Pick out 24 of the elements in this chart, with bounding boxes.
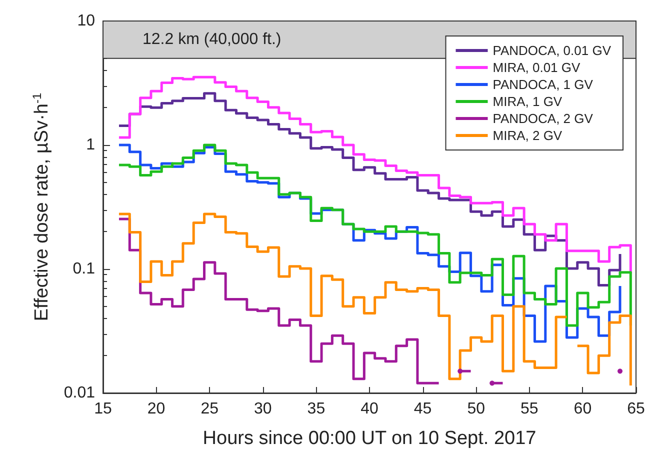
legend-label: MIRA, 2 GV <box>492 128 562 143</box>
y-tick-label: 1 <box>86 136 96 154</box>
legend-label: PANDOCA, 0.01 GV <box>492 43 612 58</box>
x-tick-label: 45 <box>414 400 432 418</box>
legend-label: PANDOCA, 2 GV <box>492 111 594 126</box>
x-tick-label: 65 <box>627 400 645 418</box>
legend-label: PANDOCA, 1 GV <box>492 77 594 92</box>
y-axis-title: Effective dose rate, µSv·h-1 <box>30 92 52 322</box>
legend-label: MIRA, 0.01 GV <box>492 60 581 75</box>
y-tick-label: 0.1 <box>72 260 96 278</box>
x-tick-label: 60 <box>574 400 592 418</box>
x-tick-label: 30 <box>254 400 272 418</box>
legend-label: MIRA, 1 GV <box>492 94 562 109</box>
x-tick-label: 55 <box>520 400 538 418</box>
x-tick-label: 50 <box>467 400 486 418</box>
x-tick-label: 25 <box>200 400 219 418</box>
x-tick-label: 40 <box>360 400 378 418</box>
x-tick-label: 35 <box>307 400 326 418</box>
y-tick-label: 0.01 <box>64 384 96 402</box>
x-tick-label: 20 <box>147 400 166 418</box>
band-label: 12.2 km (40,000 ft.) <box>142 31 282 48</box>
y-tick-label: 10 <box>77 12 96 30</box>
x-tick-label: 15 <box>94 400 112 418</box>
x-axis-title: Hours since 00:00 UT on 10 Sept. 2017 <box>202 428 536 449</box>
